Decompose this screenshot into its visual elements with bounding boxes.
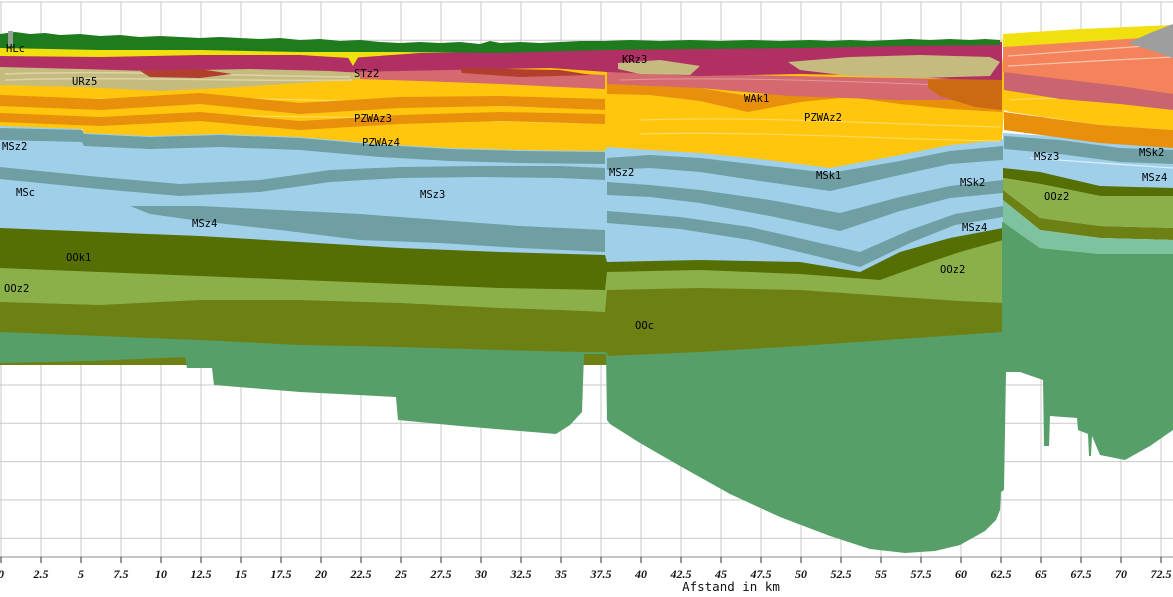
x-axis-tick-label: 2.5 [33,567,49,581]
x-axis-tick-label: 72.5 [1151,567,1172,581]
x-axis-tick-label: 67.5 [1071,567,1092,581]
x-axis-tick-label: 30 [474,567,487,581]
x-axis-tick-label: 65 [1035,567,1047,581]
x-axis-tick-label: 60 [955,567,967,581]
layer-msk-teal-2 [0,166,605,196]
x-axis-tick-label: 25 [394,567,407,581]
thin-line-in-blue [1029,157,1173,169]
x-axis-tick-label: 0 [0,567,4,581]
unit-label-msz4: MSz4 [962,222,987,234]
layer-dark-orange-patch [928,77,1002,110]
layer-krz3-magenta [0,42,1002,80]
x-axis-title: Afstand in km [682,579,780,594]
unit-label-pzwaz4: PZWAz4 [362,137,400,149]
layer-tan-lens-1 [618,60,700,75]
unit-label-ooz2: OOz2 [4,283,29,295]
tan-streak [4,77,353,82]
layer-msk-teal-6 [607,206,1003,267]
unit-label-ooz2: OOz2 [940,264,965,276]
gray-tower [8,31,13,46]
layer-msk-teal-1 [0,128,605,164]
layer-orange-right [1004,112,1173,148]
layer-msk-teal-5 [607,180,1003,231]
layer-orange-2 [0,112,605,130]
unit-label-stz2: STz2 [354,68,379,80]
layer-hlc-green [0,32,1000,53]
layer-pale-seagreen-right [1003,200,1173,254]
x-axis-tick-label: 47.5 [750,567,772,581]
x-axis-tick-label: 17.5 [271,567,292,581]
yellow-notch [346,54,360,66]
x-axis-tick-label: 15 [235,567,247,581]
x-axis-tick-label: 20 [314,567,327,581]
unit-label-krz3: KRz3 [622,54,647,66]
x-axis-tick-label: 35 [554,567,567,581]
layer-tan-lens-2 [788,55,1000,78]
unit-label-msz2: MSz2 [609,167,634,179]
x-axis: Afstand in km 02.557.51012.51517.52022.5… [0,556,1173,594]
layer-gray-wedge [1128,24,1173,58]
x-axis-tick-label: 62.5 [991,567,1012,581]
gold-streak [639,132,1001,142]
unit-label-ook1: OOk1 [66,252,91,264]
gold-streak [639,118,1001,128]
unit-label-hlc: HLc [6,43,25,55]
x-axis-tick-label: 22.5 [350,567,372,581]
unit-label-msz3: MSz3 [1034,151,1059,163]
x-axis-tick-label: 27.5 [430,567,452,581]
x-axis-tick-label: 45 [714,567,727,581]
salmon-streak [1007,56,1173,67]
unit-label-msz3: MSz3 [420,189,445,201]
x-axis-tick-label: 42.5 [670,567,692,581]
unit-label-pzwaz3: PZWAz3 [354,113,392,125]
x-axis-tick-label: 32.5 [510,567,532,581]
x-axis-tick-label: 7.5 [114,567,129,581]
layer-msk-teal-3 [130,206,605,252]
layer-msk-teal-4 [607,146,1003,191]
unit-label-msk2: MSk2 [1139,147,1164,159]
unit-label-ooz2: OOz2 [1044,191,1069,203]
unit-label-pzwaz2: PZWAz2 [804,112,842,124]
unit-label-urz5: URz5 [72,76,97,88]
layer-msk-teal-right [1004,136,1173,164]
unit-label-ooc: OOc [635,320,654,332]
layer-ooz2-right [1003,178,1173,228]
unit-label-msk1: MSk1 [816,170,841,182]
x-axis-tick-label: 57.5 [911,567,932,581]
x-axis-tick-label: 12.5 [191,567,212,581]
unit-label-msz4: MSz4 [1142,172,1167,184]
layer-olive-line-right [1003,168,1173,196]
strata-layers [0,24,1173,553]
unit-label-wak1: WAk1 [744,93,769,105]
unit-label-msc: MSc [16,187,35,199]
x-axis-tick-label: 5 [78,567,84,581]
unit-label-msk2: MSk2 [960,177,985,189]
layer-orange-1 [0,93,605,114]
x-axis-tick-label: 50 [795,567,807,581]
layer-basin-green [0,222,1173,553]
x-axis-tick-label: 40 [634,567,647,581]
x-axis-tick-label: 52.5 [831,567,852,581]
unit-label-msz4: MSz4 [192,218,217,230]
layer-salmon [1003,33,1173,94]
x-axis-tick-label: 70 [1115,567,1127,581]
layer-yellow-right [1003,25,1173,47]
layer-brick-lens-1 [140,69,232,78]
x-axis-tick-label: 55 [875,567,887,581]
layer-ooc-right [1003,190,1173,240]
unit-labels: HLc URz5 STz2 KRz3 WAk1 PZWAz3 PZWAz2 PZWAz4 MSz… [2,43,1167,332]
unit-label-msz2: MSz2 [2,141,27,153]
x-axis-tick-label: 10 [155,567,167,581]
x-axis-tick-label: 37.5 [590,567,612,581]
layer-brick-lens-2 [460,68,592,77]
